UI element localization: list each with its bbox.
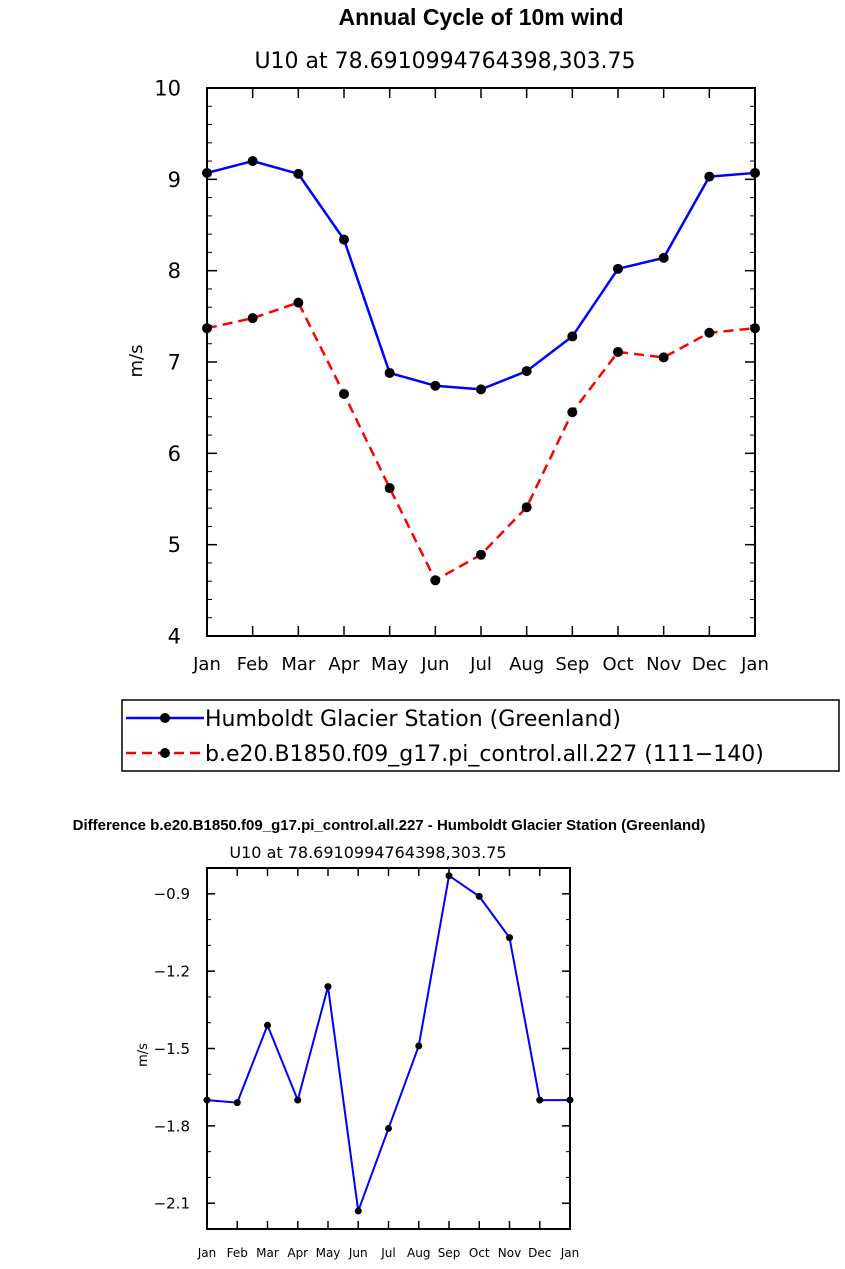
data-point — [476, 549, 486, 560]
data-point — [567, 407, 578, 418]
x-tick-label: Dec — [528, 1246, 551, 1260]
chart-subtitle: U10 at 78.6910994764398,303.75 — [229, 843, 506, 862]
series-group — [203, 872, 574, 1215]
data-point — [658, 252, 669, 263]
x-tick-label: Oct — [469, 1246, 490, 1260]
data-point — [475, 892, 483, 900]
x-tick-label: May — [316, 1246, 341, 1260]
data-point — [247, 313, 258, 324]
series-line — [206, 159, 756, 391]
series-group — [202, 156, 760, 586]
legend-entry-label: Humboldt Glacier Station (Greenland) — [205, 707, 621, 732]
y-tick-label: −1.5 — [154, 1040, 190, 1058]
y-tick-label: −1.2 — [154, 963, 190, 981]
data-point — [293, 168, 304, 179]
x-tick-label: Mar — [256, 1246, 279, 1260]
y-tick-label: −1.8 — [154, 1117, 190, 1135]
x-tick-label: Aug — [509, 654, 544, 675]
data-point — [294, 1096, 302, 1104]
data-point — [521, 366, 532, 377]
x-tick-label: Feb — [227, 1246, 248, 1260]
y-tick-label: 8 — [168, 259, 181, 283]
y-tick-label: 7 — [168, 351, 181, 375]
x-tick-label: Aug — [407, 1246, 430, 1260]
legend-marker — [160, 748, 170, 758]
data-point — [613, 263, 623, 274]
data-point — [354, 1207, 362, 1215]
x-tick-label: Jul — [380, 1246, 395, 1260]
data-point — [521, 502, 532, 513]
plot-area: Jan Feb Mar Apr May Jun Jul Aug Sep Oct Nov Dec Jan −… — [154, 867, 580, 1260]
chart-title: Annual Cycle of 10m wind — [339, 4, 624, 30]
x-tick-label: Jan — [197, 1246, 217, 1260]
chart-subtitle: U10 at 78.6910994764398,303.75 — [254, 49, 635, 74]
data-point — [384, 483, 395, 494]
x-tick-label: Sep — [555, 654, 589, 675]
data-point — [430, 575, 441, 586]
x-tick-label: Mar — [281, 654, 316, 675]
chart-title: Difference b.e20.B1850.f09_g17.pi_contro… — [73, 817, 706, 834]
data-point — [293, 297, 304, 308]
data-point — [233, 1099, 241, 1107]
x-tick-label: Sep — [438, 1246, 461, 1260]
data-point — [704, 327, 715, 338]
y-tick-label: 10 — [154, 77, 181, 101]
y-axis-label: m/s — [126, 345, 147, 378]
legend-marker — [160, 713, 170, 723]
x-tick-label: Jun — [420, 654, 449, 675]
y-tick-label: 6 — [168, 442, 181, 466]
data-point — [613, 346, 623, 357]
x-tick-label: Apr — [287, 1246, 308, 1260]
x-tick-label: May — [371, 654, 409, 675]
plot-area: Jan Feb Mar Apr May Jun Jul Aug Sep Oct Nov Dec Jan 4… — [154, 77, 769, 675]
legend: Humboldt Glacier Station (Greenland) b.e… — [121, 699, 840, 772]
legend-entry-label: b.e20.B1850.f09_g17.pi_control.all.227 (… — [205, 742, 764, 767]
legend-box — [121, 699, 840, 772]
data-point — [506, 934, 513, 942]
data-point — [750, 323, 760, 334]
data-point — [567, 331, 578, 342]
x-tick-label: Jul — [469, 654, 492, 675]
data-point — [566, 1096, 574, 1104]
x-tick-label: Jan — [192, 654, 221, 675]
series-line — [206, 301, 756, 582]
y-tick-label: 9 — [168, 168, 181, 192]
data-point — [704, 171, 715, 182]
data-point — [415, 1042, 423, 1050]
x-tick-label: Jun — [348, 1246, 368, 1260]
data-point — [385, 1124, 392, 1132]
data-point — [339, 388, 349, 399]
x-tick-label: Nov — [498, 1246, 521, 1260]
x-tick-label: Feb — [237, 654, 269, 675]
data-point — [247, 156, 258, 167]
data-point — [339, 234, 349, 245]
x-tick-label: Dec — [692, 654, 727, 675]
data-point — [324, 983, 332, 991]
x-tick-label: Oct — [602, 654, 633, 675]
y-tick-label: −0.9 — [154, 885, 190, 903]
data-point — [658, 352, 669, 363]
data-point — [445, 872, 453, 880]
data-point — [202, 323, 212, 334]
series-line — [206, 874, 570, 1212]
data-point — [536, 1096, 544, 1104]
y-axis-label: m/s — [136, 1043, 151, 1067]
x-tick-label: Nov — [646, 654, 681, 675]
data-point — [203, 1096, 211, 1104]
plot-frame — [206, 867, 571, 1230]
x-tick-label: Apr — [328, 654, 360, 675]
y-tick-label: 5 — [168, 533, 181, 557]
data-point — [384, 367, 395, 378]
data-point — [750, 167, 760, 178]
data-point — [476, 384, 486, 395]
data-point — [264, 1021, 271, 1029]
y-tick-label: −2.1 — [154, 1195, 190, 1213]
data-point — [430, 380, 441, 391]
x-tick-label: Jan — [740, 654, 769, 675]
data-point — [202, 167, 212, 178]
x-tick-label: Jan — [560, 1246, 580, 1260]
y-tick-label: 4 — [168, 625, 181, 649]
